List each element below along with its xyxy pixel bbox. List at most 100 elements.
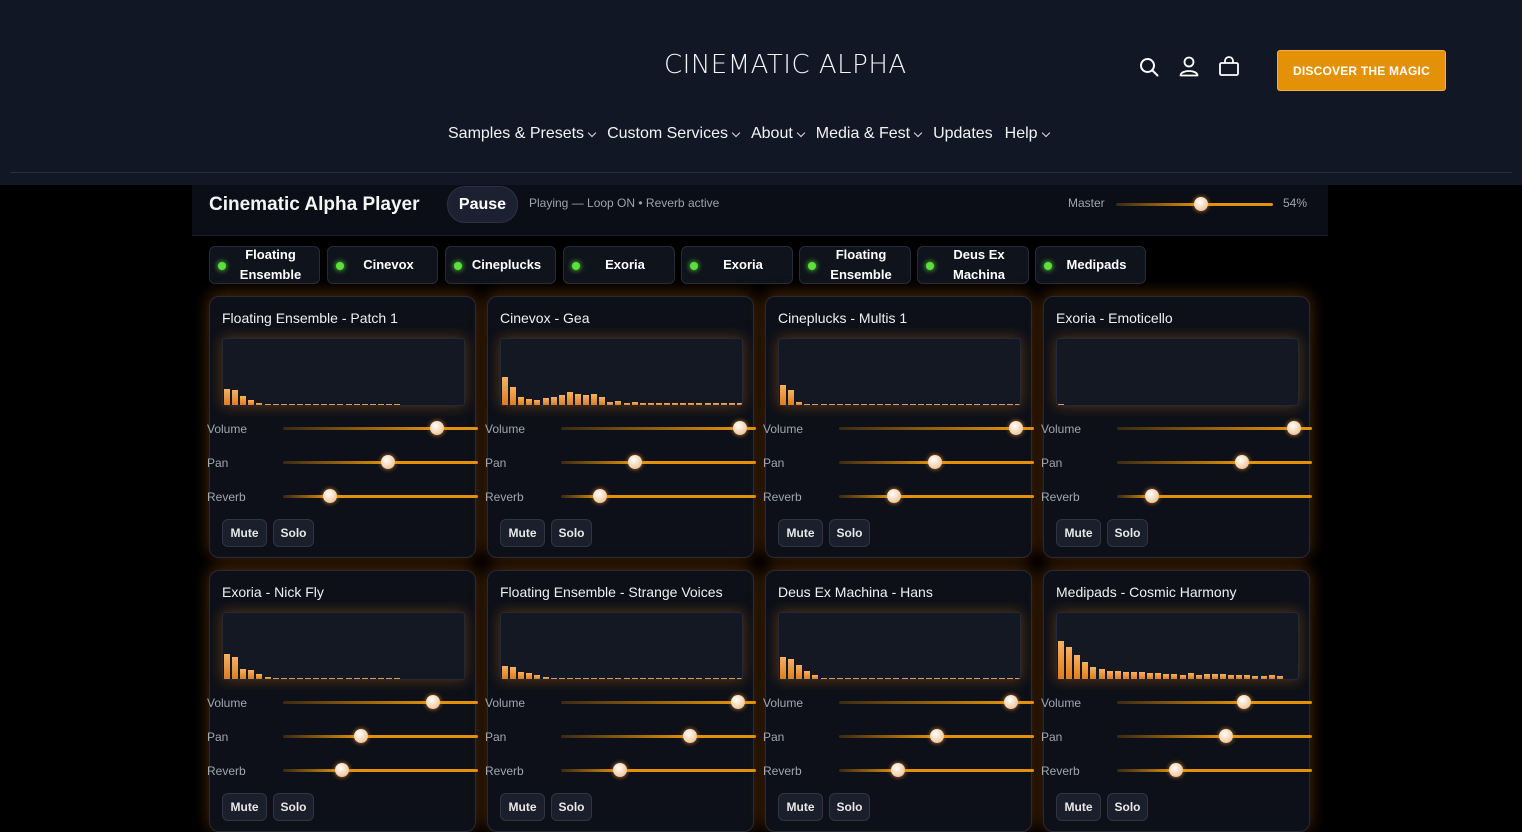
nav-item-help[interactable]: Help (1005, 125, 1050, 143)
slider-handle[interactable] (322, 489, 337, 503)
slider-handle[interactable] (1219, 729, 1234, 743)
reverb-slider[interactable] (1117, 489, 1312, 503)
reverb-slider[interactable] (561, 489, 756, 503)
discover-the-magic-button[interactable]: DISCOVER THE MAGIC (1277, 50, 1446, 91)
nav-item-media-fest[interactable]: Media & Fest (816, 125, 923, 143)
volume-label: Volume (207, 422, 248, 436)
spectrum-bar (288, 404, 295, 405)
spectrum-bar (542, 398, 549, 405)
volume-slider[interactable] (1117, 695, 1312, 709)
pan-slider[interactable] (283, 455, 478, 469)
volume-slider[interactable] (283, 421, 478, 435)
track-chip[interactable]: Deus Ex Machina (917, 246, 1029, 284)
nav-item-samples-presets[interactable]: Samples & Presets (448, 125, 597, 143)
spectrum-bar (688, 678, 695, 679)
player-bar: Cinematic Alpha Player Pause Playing — L… (192, 185, 1328, 236)
account-icon[interactable] (1178, 55, 1200, 77)
volume-slider[interactable] (1117, 421, 1312, 435)
brand-logo[interactable]: CINEMATIC ALPHA (664, 50, 907, 80)
solo-button[interactable]: Solo (551, 519, 592, 547)
slider-handle[interactable] (1009, 421, 1024, 435)
pan-slider[interactable] (1117, 729, 1312, 743)
slider-handle[interactable] (1003, 695, 1018, 709)
pan-slider[interactable] (561, 729, 756, 743)
pan-slider[interactable] (839, 455, 1034, 469)
slider-handle[interactable] (682, 729, 697, 743)
track-chip[interactable]: Medipads (1035, 246, 1146, 284)
spectrum-bar (510, 387, 517, 405)
mute-button[interactable]: Mute (1056, 793, 1101, 821)
slider-handle[interactable] (334, 763, 349, 777)
mute-button[interactable]: Mute (222, 793, 267, 821)
solo-button[interactable]: Solo (1107, 519, 1148, 547)
reverb-slider[interactable] (839, 489, 1034, 503)
pan-slider[interactable] (561, 455, 756, 469)
track-chip[interactable]: Exoria (681, 246, 793, 284)
mute-button[interactable]: Mute (500, 519, 545, 547)
solo-button[interactable]: Solo (829, 519, 870, 547)
solo-button[interactable]: Solo (273, 793, 314, 821)
slider-track (1117, 427, 1312, 430)
solo-button[interactable]: Solo (829, 793, 870, 821)
slider-handle[interactable] (430, 421, 445, 435)
slider-handle[interactable] (381, 455, 396, 469)
slider-handle[interactable] (890, 763, 905, 777)
spectrum-bar (909, 404, 916, 405)
track-chip[interactable]: Exoria (563, 246, 675, 284)
slider-handle[interactable] (1234, 455, 1249, 469)
slider-handle[interactable] (612, 763, 627, 777)
slider-handle[interactable] (1145, 489, 1160, 503)
slider-handle[interactable] (929, 729, 944, 743)
mute-button[interactable]: Mute (1056, 519, 1101, 547)
mute-button[interactable]: Mute (222, 519, 267, 547)
slider-handle[interactable] (927, 455, 942, 469)
track-chip[interactable]: Cinevox (327, 246, 438, 284)
track-chip[interactable]: Floating Ensemble (209, 246, 320, 284)
reverb-slider[interactable] (561, 763, 756, 777)
slider-handle[interactable] (733, 421, 748, 435)
mute-button[interactable]: Mute (778, 519, 823, 547)
reverb-slider[interactable] (839, 763, 1034, 777)
spectrum-bar (591, 678, 598, 679)
volume-slider[interactable] (561, 695, 756, 709)
slider-handle[interactable] (1287, 421, 1302, 435)
solo-button[interactable]: Solo (1107, 793, 1148, 821)
slider-handle[interactable] (354, 729, 368, 743)
slider-track (283, 427, 478, 430)
volume-slider[interactable] (561, 421, 756, 435)
nav-item-updates[interactable]: Updates (933, 125, 993, 143)
mute-button[interactable]: Mute (778, 793, 823, 821)
slider-handle[interactable] (426, 695, 441, 709)
pan-slider[interactable] (283, 729, 478, 743)
mute-button[interactable]: Mute (500, 793, 545, 821)
cart-icon[interactable] (1218, 56, 1240, 78)
track-card: Floating Ensemble - Patch 1 Volume Pan Reve… (207, 296, 478, 558)
reverb-slider[interactable] (283, 489, 478, 503)
track-chip[interactable]: Floating Ensemble (799, 246, 911, 284)
spectrum-bar (313, 678, 320, 679)
volume-slider[interactable] (839, 421, 1034, 435)
solo-button[interactable]: Solo (273, 519, 314, 547)
search-icon[interactable] (1138, 56, 1160, 78)
track-chip[interactable]: Cineplucks (445, 246, 556, 284)
solo-button[interactable]: Solo (551, 793, 592, 821)
slider-handle[interactable] (1168, 763, 1183, 777)
slider-handle[interactable] (593, 489, 607, 503)
slider-handle[interactable] (628, 455, 643, 469)
nav-item-custom-services[interactable]: Custom Services (607, 125, 741, 143)
nav-item-about[interactable]: About (751, 125, 806, 143)
slider-handle[interactable] (1193, 197, 1208, 211)
reverb-slider[interactable] (1117, 763, 1312, 777)
slider-handle[interactable] (886, 489, 901, 503)
slider-handle[interactable] (731, 695, 746, 709)
slider-handle[interactable] (1236, 695, 1251, 709)
pan-slider[interactable] (1117, 455, 1312, 469)
spectrum-bar (925, 404, 932, 405)
volume-slider[interactable] (839, 695, 1034, 709)
pan-slider[interactable] (839, 729, 1034, 743)
pause-button[interactable]: Pause (447, 186, 518, 223)
volume-slider[interactable] (283, 695, 478, 709)
reverb-slider[interactable] (283, 763, 478, 777)
master-volume-slider[interactable] (1116, 197, 1273, 211)
spectrum-bar (828, 678, 835, 679)
